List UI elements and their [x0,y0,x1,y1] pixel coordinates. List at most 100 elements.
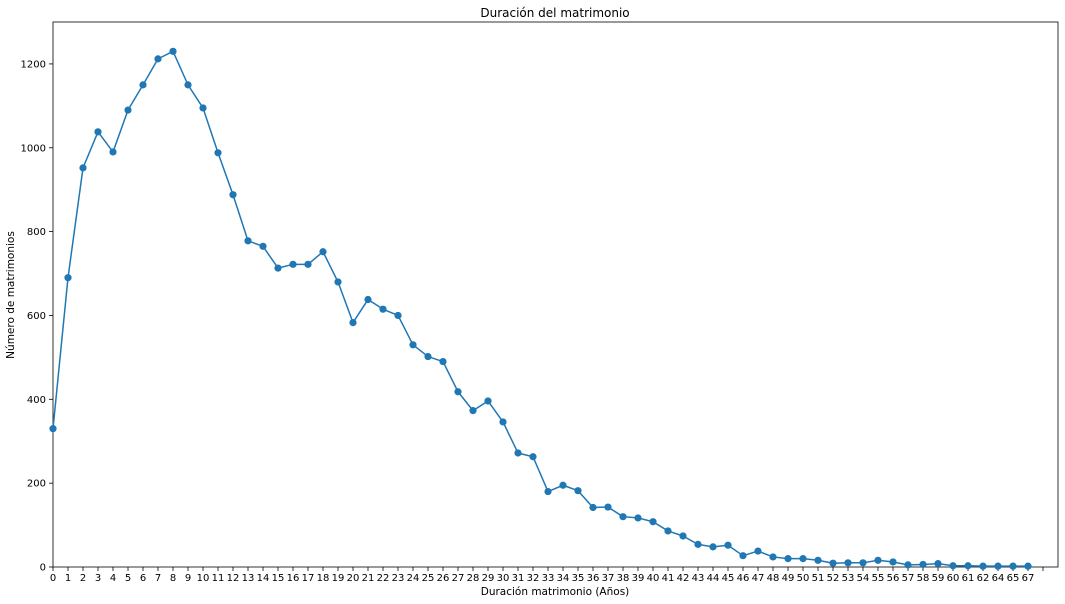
y-axis: 0 200 400 600 800 1000 1200 [21,59,53,574]
x-tick-label: 34 [557,573,570,584]
x-tick-label: 38 [617,573,630,584]
x-tick-label: 18 [317,573,330,584]
x-tick-label: 48 [767,573,780,584]
data-point [769,553,777,561]
data-point [964,562,972,570]
data-point [94,128,102,136]
data-point [814,556,822,564]
data-point [709,543,717,551]
x-tick-label: 30 [497,573,510,584]
data-point [394,311,402,320]
data-point [619,513,627,521]
data-point [214,149,222,157]
data-point [124,106,132,114]
data-point [304,260,312,268]
data-point [199,104,207,112]
x-tick-label: 50 [797,573,810,584]
x-tick-label: 51 [812,573,825,584]
x-tick-label: 59 [932,573,945,584]
x-tick-label: 36 [587,573,600,584]
data-point [889,558,897,566]
x-tick-label: 28 [467,573,480,584]
data-point [874,556,882,564]
y-tick-label: 1000 [21,143,46,154]
x-tick-label: 64 [992,573,1005,584]
data-point [109,148,117,156]
x-tick-label: 8 [170,573,176,584]
x-tick-label: 6 [140,573,146,584]
data-point [469,407,477,415]
x-tick-label: 7 [155,573,161,584]
data-point [79,164,87,172]
data-point [319,248,327,256]
data-point [409,341,417,349]
data-point [844,559,852,567]
data-point [64,274,72,282]
x-tick-label: 52 [827,573,840,584]
x-tick-label: 43 [692,573,705,584]
data-point [649,518,657,526]
y-tick-label: 600 [27,311,46,322]
data-point [799,555,807,563]
data-point [514,449,522,457]
x-tick-label: 2 [80,573,86,584]
chart-title: Duración del matrimonio [480,6,629,20]
data-point [49,425,57,433]
data-point [259,242,267,250]
data-point [439,357,447,366]
x-tick-label: 9 [185,573,191,584]
x-tick-label: 33 [542,573,555,584]
x-tick-label: 0 [50,573,56,584]
y-axis-label: Número de matrimonios [5,231,17,359]
x-tick-label: 25 [422,573,435,584]
x-tick-label: 56 [887,573,900,584]
data-point [274,264,282,272]
data-point [364,295,372,304]
x-tick-label: 23 [392,573,405,584]
data-point [289,260,297,268]
data-point [949,562,957,570]
x-tick-label: 3 [95,573,101,584]
x-axis-label: Duración matrimonio (Años) [481,586,630,598]
series-layer [49,47,1032,570]
x-tick-label: 35 [572,573,585,584]
x-tick-label: 16 [287,573,300,584]
x-tick-label: 13 [242,573,255,584]
data-point [544,487,552,496]
data-point [244,237,252,245]
x-tick-label: 12 [227,573,240,584]
data-point [529,453,537,461]
data-point [784,555,792,563]
data-point [154,55,162,63]
x-tick-label: 60 [947,573,960,584]
x-tick-label: 45 [722,573,735,584]
x-tick-label: 58 [917,573,930,584]
data-point [859,559,867,567]
x-tick-label: 49 [782,573,795,584]
x-tick-label: 53 [842,573,855,584]
data-point [739,552,747,560]
x-tick-label: 37 [602,573,615,584]
data-point [139,81,147,89]
data-point [979,562,987,570]
x-tick-label: 61 [962,573,975,584]
data-point [574,487,582,495]
x-tick-label: 1 [65,573,71,584]
x-tick-label: 40 [647,573,660,584]
data-point [634,514,642,522]
data-point [454,388,462,396]
data-point [754,547,762,555]
x-tick-label: 24 [407,573,420,584]
x-tick-label: 26 [437,573,450,584]
data-point [184,81,192,89]
data-point [724,541,732,549]
y-tick-label: 200 [27,479,46,490]
x-tick-label: 44 [707,573,720,584]
x-tick-label: 11 [212,573,225,584]
x-tick-label: 21 [362,573,375,584]
data-point [1009,562,1017,570]
data-point [349,318,357,327]
x-tick-label: 39 [632,573,645,584]
data-point [1024,562,1032,570]
